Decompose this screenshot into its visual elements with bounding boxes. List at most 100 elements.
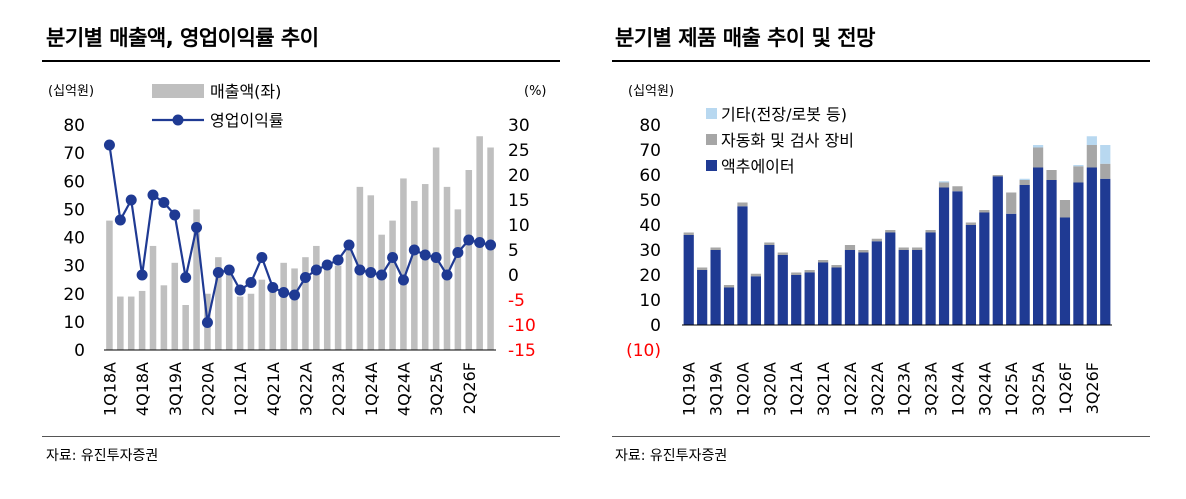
stack-segment [1032,145,1044,148]
x-axis-label: 3Q19A [707,362,726,416]
stack-segment [1006,192,1017,214]
stack-segment [1100,163,1111,179]
stack-segment [683,232,694,235]
x-axis-label: 3Q23A [922,362,941,416]
x-axis-label: 2Q23A [329,362,348,416]
legend-label: 자동화 및 검사 장비 [721,131,854,150]
left-source-rule [42,436,560,437]
stack-segment [777,252,788,255]
x-axis-label: 3Q19A [166,362,185,416]
stack-segment [750,273,762,277]
margin-point [136,269,148,281]
margin-point [441,269,453,281]
revenue-bar [400,178,407,350]
stack-segment [898,247,909,250]
y-axis-tick: 50 [639,191,661,211]
stack-segment [831,265,842,268]
right-axis-tick: -5 [508,291,525,311]
stack-segment [1086,145,1097,168]
legend-label: 기타(전장/로봇 등) [721,105,847,124]
x-axis-label: 3Q26F [1083,362,1102,414]
right-axis-tick: 5 [508,241,519,261]
stack-segment [885,232,896,325]
left-axis-tick: 80 [63,116,85,136]
revenue-bar [280,262,287,350]
margin-point [201,317,213,328]
margin-point [408,244,420,256]
stack-segment [710,247,721,250]
stack-segment [979,212,990,325]
stack-segment [791,275,802,325]
x-axis-label: 1Q22A [841,362,860,416]
margin-point [354,264,366,276]
revenue-bar [215,257,222,350]
left-axis-tick: 10 [63,313,85,333]
margin-point [234,284,246,296]
stack-segment [938,187,950,325]
revenue-bar [411,200,418,350]
stack-segment [1019,185,1030,325]
revenue-bar [182,305,189,350]
stack-segment [952,191,963,325]
x-axis-label: 2Q26F [460,362,479,414]
x-axis-label: 1Q21A [231,362,250,416]
margin-point [114,214,126,226]
stack-segment [952,186,963,192]
x-axis-label: 4Q18A [133,362,152,416]
legend-label: 액추에이터 [721,157,795,176]
revenue-bar [171,262,179,350]
x-axis-label: 3Q22A [868,362,887,416]
revenue-bar [138,290,146,350]
stack-segment [683,235,694,325]
stack-segment [723,285,735,288]
margin-point [419,249,431,261]
stack-segment [1046,180,1057,325]
stack-segment [965,222,977,225]
margin-point [191,222,203,233]
margin-point [430,252,442,263]
right-axis-tick: -10 [508,316,536,336]
x-axis-label: 1Q26F [1056,362,1075,414]
y-axis-tick: 20 [639,266,661,286]
stack-segment [1046,170,1057,180]
x-axis-label: 2Q20A [198,362,217,416]
y-axis-tick: 80 [639,116,661,136]
x-axis-label: 1Q20A [733,362,752,416]
right-chart-title: 분기별 제품 매출 추이 및 전망 [615,26,875,50]
stack-segment [965,225,977,325]
right-axis-unit: (%) [524,84,547,99]
revenue-margin-chart: (십억원) (%) 0 10 20 30 40 50 60 70 80 -15 -10 -5 0 5 10 15 2… [48,82,547,416]
margin-point [267,282,279,293]
stack-segment [898,250,909,325]
stack-segment [979,210,990,213]
margin-point [365,267,377,278]
stack-segment [912,250,923,325]
left-source: 자료: 유진투자증권 [46,448,159,464]
x-axis-label: 3Q21A [814,362,833,416]
x-axis-label: 1Q21A [787,362,806,416]
stack-segment [871,241,882,325]
stack-segment [1006,213,1017,325]
revenue-bar [247,293,255,350]
revenue-bar [225,268,233,350]
revenue-bar [345,245,353,350]
y-axis-tick: 70 [639,141,661,161]
stack-segment [1073,166,1084,183]
right-axis-tick: 10 [508,216,530,236]
margin-point [169,209,181,221]
left-axis-tick: 20 [63,285,85,305]
margin-point [125,194,137,206]
legend-margin-label: 영업이익률 [210,111,284,130]
stack-segment [697,267,708,270]
right-axis-tick: 20 [508,166,530,186]
left-axis-tick: 60 [63,172,85,192]
stack-segment [1019,180,1030,185]
x-axis-label: 3Q22A [296,362,315,416]
x-axis-label: 1Q25A [1002,362,1021,416]
y-axis-tick: 0 [650,316,661,336]
left-axis-tick: 40 [63,229,85,249]
right-axis-tick: 25 [508,141,530,161]
stack-segment [1019,178,1030,180]
stack-segment [925,232,936,325]
stack-segment [1100,178,1111,325]
